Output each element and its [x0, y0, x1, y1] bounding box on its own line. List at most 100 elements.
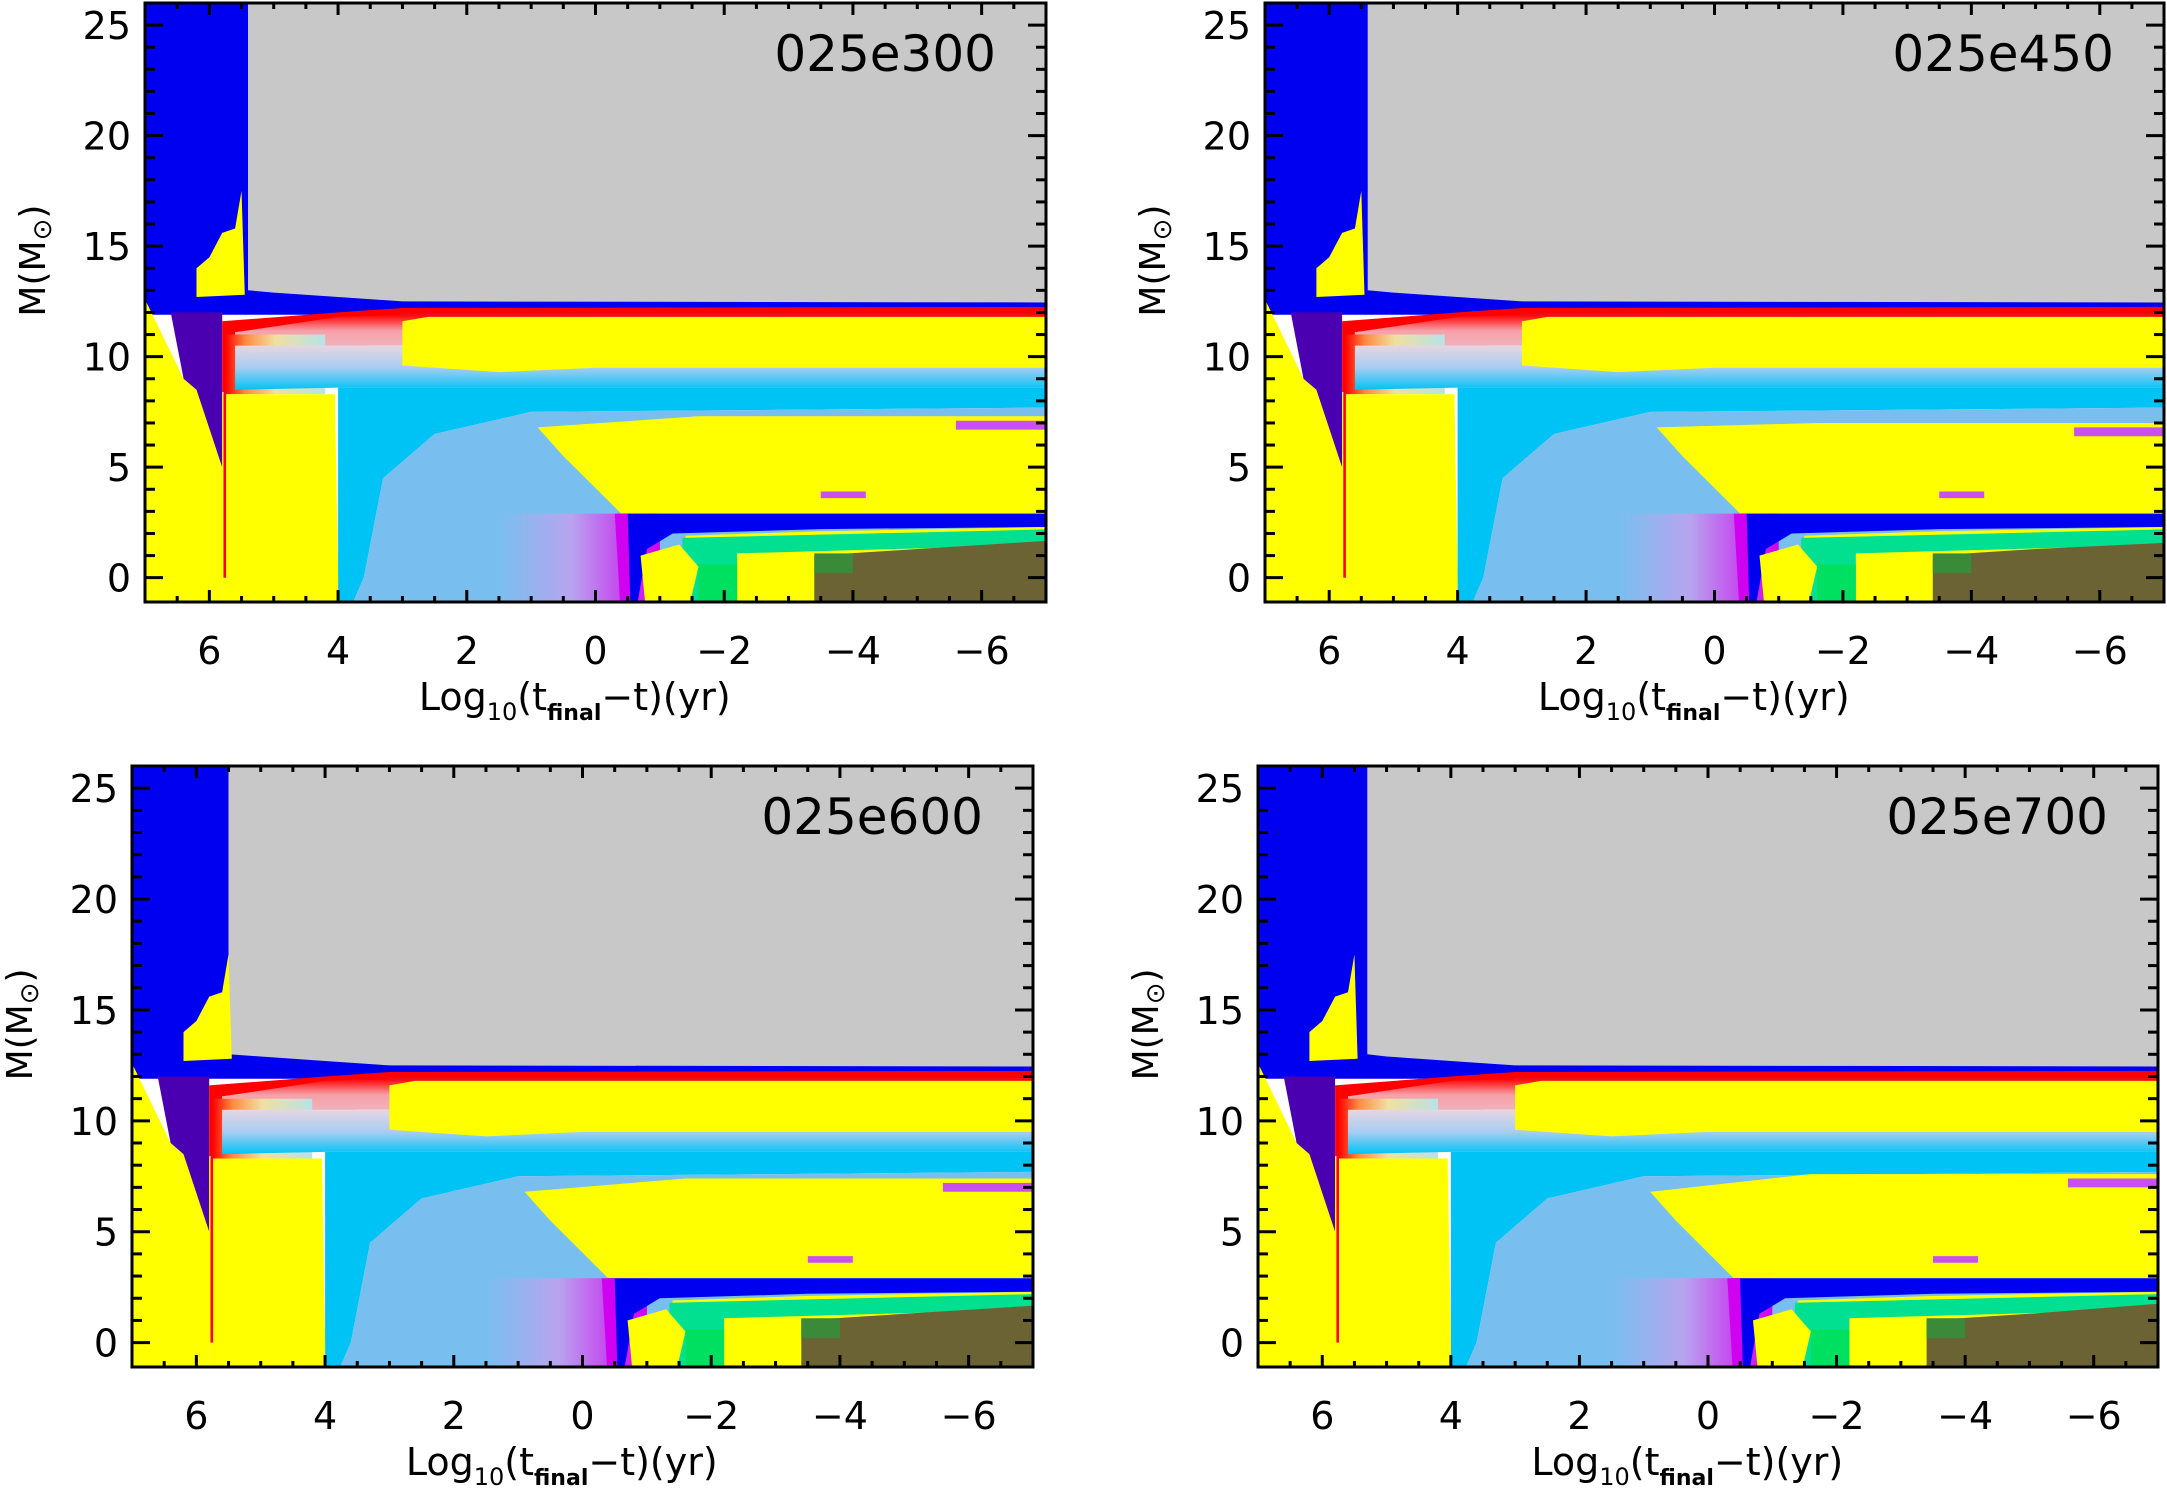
y-tick-label: 20 — [83, 115, 131, 159]
region-yellow-small — [1759, 544, 1818, 602]
region-violet-patch-2 — [1933, 1256, 1978, 1263]
region-green — [685, 1329, 725, 1367]
x-tick-label: 2 — [1567, 1394, 1591, 1438]
region-yellow-shell-band — [1521, 316, 2164, 373]
panel-025e450: 6 4 2 0 −2 −4 −60510152025Log10(tfinal−t)(yr)M… — [1133, 1, 2166, 726]
region-yellow-shell-band — [402, 316, 1046, 373]
region-cyan — [338, 387, 1046, 602]
x-axis-label: Log10(tfinal−t)(yr) — [1538, 675, 1850, 726]
region-teal-green — [1794, 1294, 2158, 1367]
x-tick-label: −4 — [1937, 1394, 1993, 1438]
x-tick-label: −2 — [683, 1394, 739, 1438]
plot-area — [145, 3, 1046, 602]
region-cyan — [325, 1151, 1033, 1367]
x-tick-label: −6 — [2066, 1394, 2122, 1438]
region-envelope — [132, 766, 1033, 1068]
x-tick-label: 4 — [313, 1394, 337, 1438]
region-dark-green — [1926, 1318, 1966, 1339]
y-tick-label: 5 — [107, 446, 131, 490]
x-tick-label: 6 — [184, 1394, 208, 1438]
x-tick-label: −2 — [696, 629, 752, 673]
y-tick-label: 5 — [1220, 1211, 1244, 1255]
y-tick-label: 20 — [1196, 878, 1244, 922]
region-magenta-edge — [1727, 1278, 1743, 1367]
region-violet-patch — [2068, 1178, 2158, 1188]
region-yellow-core-he — [1656, 423, 2164, 514]
y-tick-label: 15 — [1196, 989, 1244, 1033]
region-yellow-small — [640, 544, 699, 602]
region-yellow-core-he — [1650, 1174, 2158, 1279]
region-blue-shell — [1740, 513, 2164, 602]
region-yellow-block — [1335, 1158, 1451, 1367]
x-tick-label: 0 — [1702, 629, 1726, 673]
region-violet-patch-2 — [807, 1256, 853, 1263]
y-tick-label: 20 — [1203, 115, 1251, 159]
y-tick-label: 25 — [1196, 767, 1244, 811]
y-tick-label: 20 — [70, 878, 118, 922]
region-yellow-small — [627, 1309, 686, 1367]
region-envelope — [1258, 766, 2158, 1068]
region-yellow-block — [1342, 394, 1458, 602]
region-dark-green — [801, 1318, 840, 1339]
region-yellow-block — [209, 1158, 326, 1367]
region-yellow-small — [1753, 1309, 1811, 1367]
x-tick-label: 4 — [326, 629, 350, 673]
x-tick-label: 0 — [570, 1394, 594, 1438]
y-tick-label: 0 — [94, 1322, 118, 1366]
region-yellow-left — [132, 1063, 210, 1367]
y-tick-label: 0 — [1227, 557, 1251, 601]
y-tick-label: 15 — [83, 225, 131, 269]
region-red-line — [1336, 1156, 1339, 1343]
y-tick-label: 15 — [70, 989, 118, 1033]
y-tick-label: 10 — [1203, 336, 1251, 380]
region-envelope — [145, 3, 1046, 304]
region-yellow-core-he — [537, 416, 1046, 514]
region-yellow-shell-band — [1515, 1080, 2158, 1137]
region-blue-shell — [608, 1278, 1033, 1367]
region-violet-patch-2 — [820, 491, 866, 499]
region-yellow-left — [1265, 299, 1343, 602]
region-teal-green — [1801, 529, 2164, 602]
x-tick-label: 4 — [1439, 1394, 1463, 1438]
panel-025e300: 6 4 2 0 −2 −4 −60510152025Log10(tfinal−t)(yr)M… — [13, 1, 1048, 726]
region-olive-core — [1932, 542, 2164, 602]
region-yellow-block — [222, 394, 339, 602]
region-cyan — [1450, 1151, 2158, 1367]
region-violet-patch — [942, 1182, 1033, 1192]
region-dark-green — [1932, 553, 1972, 574]
region-magenta-edge — [1733, 513, 1750, 602]
panel-title: 025e450 — [1892, 25, 2114, 83]
panel-025e600: 6 4 2 0 −2 −4 −60510152025Log10(tfinal−t)(yr)M… — [0, 764, 1035, 1491]
region-magenta-edge — [601, 1278, 618, 1367]
y-tick-label: 25 — [83, 4, 131, 48]
region-red-line — [1343, 392, 1346, 578]
region-yellow-shell-band — [389, 1080, 1033, 1137]
x-tick-label: −6 — [954, 629, 1010, 673]
region-olive-core — [1926, 1303, 2158, 1367]
region-olive-core — [814, 540, 1046, 602]
x-axis-label: Log10(tfinal−t)(yr) — [406, 1440, 718, 1487]
region-olive-core — [801, 1305, 1033, 1367]
region-envelope — [1265, 3, 2164, 304]
x-tick-label: −4 — [825, 629, 881, 673]
y-tick-label: 25 — [1203, 4, 1251, 48]
panel-025e700: 6 4 2 0 −2 −4 −60510152025Log10(tfinal−t)(yr)M… — [1126, 764, 2160, 1491]
panel-title: 025e700 — [1886, 788, 2108, 846]
region-violet-patch — [2074, 427, 2164, 437]
region-purple-wedge — [157, 1076, 210, 1232]
x-tick-label: 6 — [197, 629, 221, 673]
y-axis-label: M(M⊙) — [13, 205, 58, 317]
y-tick-label: 15 — [1203, 225, 1251, 269]
region-cyan — [1457, 387, 2164, 602]
x-axis-label: Log10(tfinal−t)(yr) — [1531, 1440, 1843, 1487]
x-tick-label: 6 — [1317, 629, 1341, 673]
region-violet-patch — [955, 420, 1046, 430]
y-tick-label: 5 — [94, 1211, 118, 1255]
x-tick-label: 2 — [455, 629, 479, 673]
y-tick-label: 25 — [70, 767, 118, 811]
x-tick-label: −4 — [812, 1394, 868, 1438]
x-tick-label: 4 — [1446, 629, 1470, 673]
region-teal-green — [669, 1294, 1033, 1367]
